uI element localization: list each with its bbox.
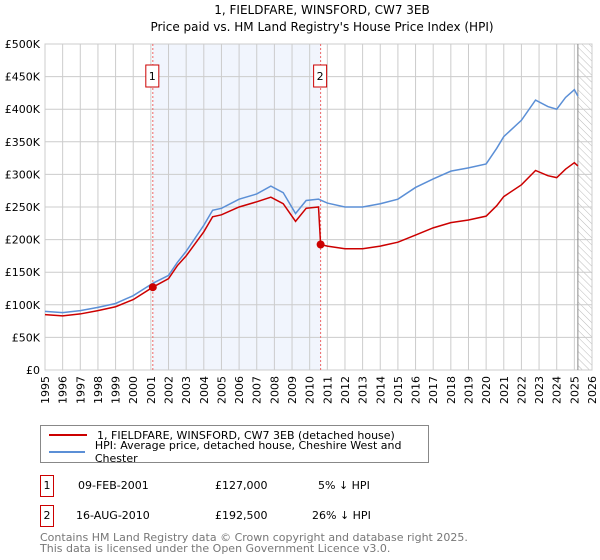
x-tick-label: 2008 (268, 376, 281, 404)
y-tick-label: £350K (5, 136, 41, 149)
y-tick-label: £500K (5, 38, 41, 51)
x-tick-label: 2003 (180, 376, 193, 404)
sale-point (148, 283, 157, 292)
x-tick-label: 1995 (39, 376, 52, 404)
x-tick-label: 2023 (533, 376, 546, 404)
sale-hpi-diff: 26% ↓ HPI (312, 509, 371, 522)
legend-swatch-blue (49, 451, 85, 453)
legend-label: 1, FIELDFARE, WINSFORD, CW7 3EB (detache… (97, 428, 395, 442)
sale-marker-label: 2 (317, 70, 324, 83)
sale-hpi-diff: 5% ↓ HPI (318, 479, 370, 492)
table-row: 1 09-FEB-2001 £127,000 5% ↓ HPI (40, 475, 440, 497)
y-tick-label: £50K (12, 331, 41, 344)
y-tick-label: £0 (26, 364, 40, 377)
y-tick-label: £100K (5, 299, 41, 312)
x-tick-label: 2012 (339, 376, 352, 404)
sale-date: 16-AUG-2010 (76, 509, 150, 522)
sale-point (316, 240, 325, 249)
sale-marker-box (145, 64, 160, 88)
chart-title: 1, FIELDFARE, WINSFORD, CW7 3EB (214, 3, 429, 17)
x-tick-label: 2014 (374, 376, 387, 404)
x-tick-label: 2007 (251, 376, 264, 404)
legend-swatch-red (49, 434, 87, 436)
hpi-line (44, 88, 579, 314)
x-tick-label: 2011 (321, 376, 334, 404)
x-tick-label: 2000 (127, 376, 140, 404)
sale-marker: 2 (40, 505, 54, 527)
y-tick-label: £150K (5, 266, 41, 279)
x-tick-label: 2026 (586, 376, 599, 404)
sale-price: £127,000 (215, 479, 268, 492)
x-tick-label: 2005 (215, 376, 228, 404)
x-tick-label: 2004 (198, 376, 211, 404)
x-tick-label: 2021 (498, 376, 511, 404)
property-price-line (44, 161, 579, 317)
sale-marker-label: 1 (149, 70, 156, 83)
legend-label: HPI: Average price, detached house, Ches… (94, 439, 402, 465)
x-tick-label: 1996 (57, 376, 70, 404)
x-tick-label: 1997 (74, 376, 87, 404)
x-tick-label: 2001 (145, 376, 158, 404)
x-tick-label: 2024 (551, 376, 564, 404)
x-tick-label: 2006 (233, 376, 246, 404)
legend: 1, FIELDFARE, WINSFORD, CW7 3EB (detache… (40, 425, 429, 465)
footer-line: Contains HM Land Registry data © Crown c… (40, 531, 468, 544)
x-tick-label: 1998 (92, 376, 105, 404)
sale-marker-box (313, 64, 328, 88)
x-tick-label: 2017 (427, 376, 440, 404)
x-tick-label: 2010 (304, 376, 317, 404)
y-tick-label: £250K (5, 201, 41, 214)
y-tick-label: £200K (5, 234, 41, 247)
y-tick-label: £400K (5, 103, 41, 116)
y-tick-label: £300K (5, 168, 41, 181)
y-tick-label: £450K (5, 71, 41, 84)
x-tick-label: 1999 (110, 376, 123, 404)
x-tick-label: 2015 (392, 376, 405, 404)
x-tick-label: 2019 (462, 376, 475, 404)
x-tick-label: 2020 (480, 376, 493, 404)
legend-item-hpi: HPI: Average price, detached house, Ches… (49, 439, 428, 465)
x-tick-label: 2022 (515, 376, 528, 404)
table-row: 2 16-AUG-2010 £192,500 26% ↓ HPI (40, 505, 440, 527)
x-tick-label: 2009 (286, 376, 299, 404)
x-tick-label: 2013 (357, 376, 370, 404)
chart-subtitle: Price paid vs. HM Land Registry's House … (150, 20, 493, 34)
x-tick-label: 2018 (445, 376, 458, 404)
sale-price: £192,500 (215, 509, 268, 522)
sale-marker: 1 (40, 475, 54, 497)
x-tick-label: 2025 (568, 376, 581, 404)
footer-line: This data is licensed under the Open Gov… (40, 542, 391, 555)
x-tick-label: 2002 (163, 376, 176, 404)
footer: Contains HM Land Registry data © Crown c… (40, 532, 468, 554)
sale-date: 09-FEB-2001 (78, 479, 149, 492)
legend-item-property: 1, FIELDFARE, WINSFORD, CW7 3EB (detache… (49, 427, 395, 443)
x-tick-label: 2016 (410, 376, 423, 404)
price-chart: 1, FIELDFARE, WINSFORD, CW7 3EB Price pa… (5, 3, 599, 404)
